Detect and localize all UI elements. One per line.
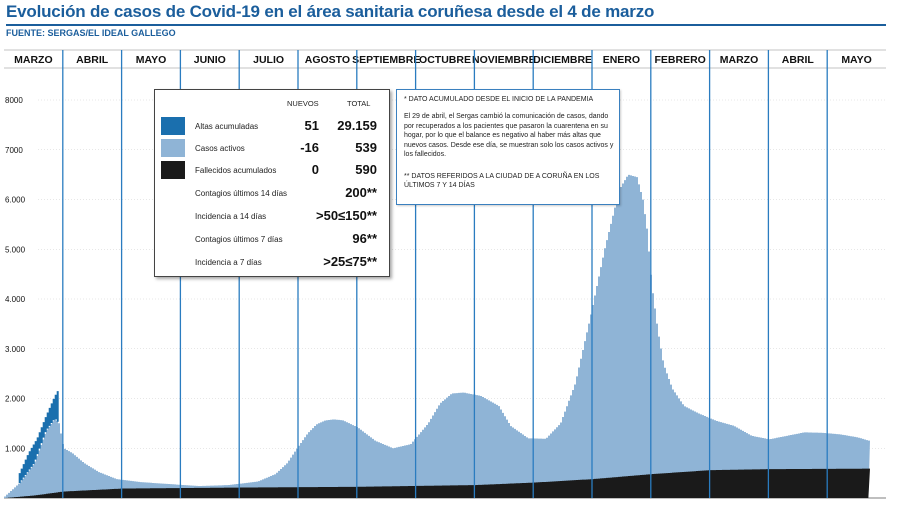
y-tick-label: 2.000 — [5, 395, 26, 404]
legend-col-total: TOTAL — [347, 99, 371, 108]
note-city: ** DATOS REFERIDOS A LA CIUDAD DE A CORU… — [404, 173, 600, 189]
legend-label-activos: Casos activos — [195, 144, 245, 153]
month-label: JUNIO — [194, 54, 226, 66]
month-label: ABRIL — [782, 54, 815, 66]
legend-extra-label: Incidencia a 14 días — [195, 212, 267, 221]
y-tick-label: 4.000 — [5, 295, 26, 304]
chart-title: Evolución de casos de Covid-19 en el áre… — [6, 2, 655, 21]
legend-swatch-altas — [161, 117, 185, 135]
y-tick-label: 3.000 — [5, 345, 26, 354]
month-label: MAYO — [841, 54, 872, 66]
legend-extra-label: Contagios últimos 14 días — [195, 189, 288, 198]
month-label: OCTUBRE — [419, 54, 471, 66]
legend-total-activos: 539 — [355, 140, 377, 155]
month-label: SEPTIEMBRE — [352, 54, 420, 66]
legend-swatch-activos — [161, 139, 185, 157]
legend-col-new: NUEVOS — [287, 99, 319, 108]
month-label: MAYO — [136, 54, 167, 66]
y-axis-ticks: 8000 7000 6.000 5.000 4.000 3.000 2.000 1.000 — [5, 96, 26, 453]
month-label: FEBRERO — [655, 54, 706, 66]
legend-label-fallecidos: Fallecidos acumulados — [195, 166, 277, 175]
month-label: AGOSTO — [305, 54, 350, 66]
month-label: MARZO — [720, 54, 759, 66]
month-label: JULIO — [253, 54, 284, 66]
note-methodology: El 29 de abril, el Sergas cambió la comu… — [404, 113, 614, 158]
y-tick-label: 1.000 — [5, 444, 26, 453]
y-tick-label: 7000 — [5, 146, 23, 155]
month-label: ENERO — [603, 54, 640, 66]
legend-extra-value: >25≤75** — [323, 254, 377, 269]
legend-new-activos: -16 — [300, 140, 319, 155]
month-label: DICIEMBRE — [533, 54, 592, 66]
series-fallecidos-area — [4, 468, 870, 498]
legend-swatch-fallecidos — [161, 161, 185, 179]
legend-total-altas: 29.159 — [337, 118, 377, 133]
series-altas — [18, 391, 59, 484]
month-label: NOVIEMBRE — [472, 54, 536, 66]
series-activos — [4, 174, 870, 498]
notes-box: * DATO ACUMULADO DESDE EL INICIO DE LA P… — [396, 89, 620, 205]
legend-new-fallecidos: 0 — [311, 162, 319, 177]
series-altas-area — [18, 391, 59, 484]
source-label: FUENTE: SERGAS/EL IDEAL GALLEGO — [6, 28, 176, 38]
y-tick-label: 6.000 — [5, 196, 26, 205]
legend-new-altas: 51 — [304, 118, 319, 133]
legend-extra-label: Incidencia a 7 días — [195, 258, 262, 267]
month-label: ABRIL — [76, 54, 109, 66]
legend-total-fallecidos: 590 — [355, 162, 377, 177]
legend-extra-label: Contagios últimos 7 días — [195, 235, 283, 244]
legend-label-altas: Altas acumuladas — [195, 122, 259, 131]
series-fallecidos — [4, 468, 870, 498]
legend-extra-value: >50≤150** — [316, 208, 377, 223]
legend-box: NUEVOS TOTAL Altas acumuladas 51 29.159 … — [154, 89, 390, 277]
title-rule — [6, 24, 886, 26]
month-label: MARZO — [14, 54, 53, 66]
legend-extra-value: 96** — [352, 231, 377, 246]
y-tick-label: 5.000 — [5, 245, 26, 254]
legend-extra-value: 200** — [345, 185, 377, 200]
note-cumulative: * DATO ACUMULADO DESDE EL INICIO DE LA P… — [404, 96, 594, 103]
y-tick-label: 8000 — [5, 96, 23, 105]
series-activos-area — [4, 174, 870, 498]
